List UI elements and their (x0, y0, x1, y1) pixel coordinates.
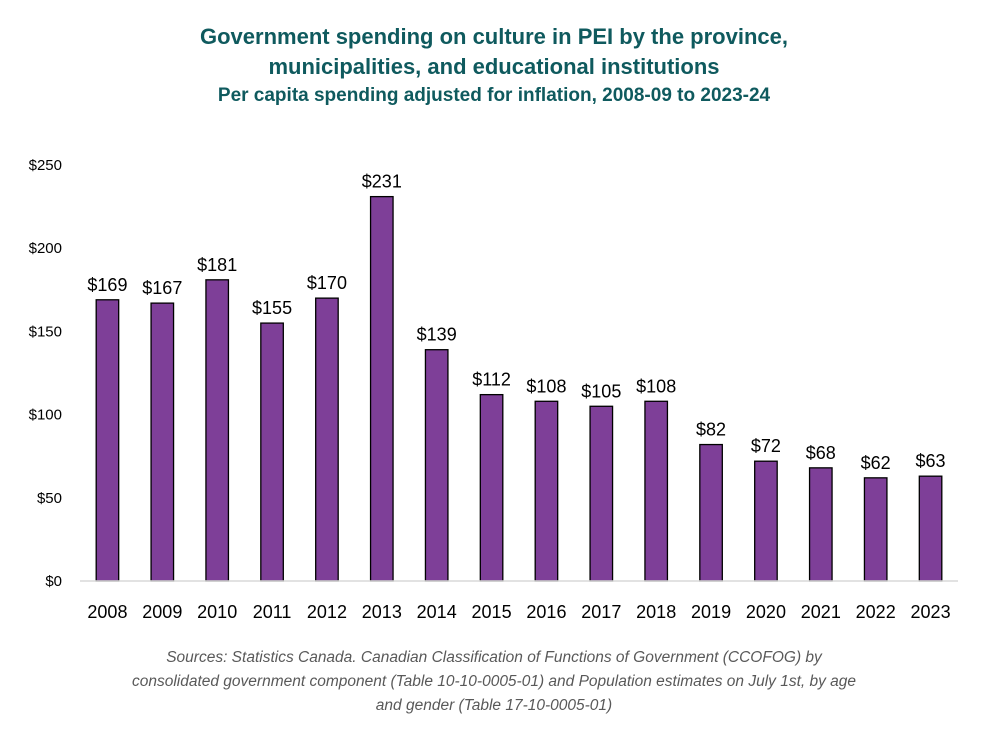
chart-title-line-1: Government spending on culture in PEI by… (200, 24, 788, 49)
data-label-2009: $167 (142, 278, 182, 298)
bar-2009 (150, 302, 175, 582)
data-label-2015: $112 (472, 370, 511, 390)
source-line-2: consolidated government component (Table… (131, 673, 857, 690)
bar-2008 (95, 299, 120, 582)
data-label-2023: $63 (916, 451, 946, 471)
chart-title-line-2: municipalities, and educational institut… (268, 54, 720, 79)
data-label-2016: $108 (526, 376, 566, 396)
data-label-2019: $82 (696, 420, 726, 440)
x-axis: 2008 2009 2010 2011 2012 2013 2014 2015 2016 2017… (80, 580, 958, 622)
bar-2023 (918, 475, 943, 582)
x-tick-label-2015: 2015 (472, 602, 512, 622)
x-tick-label-2019: 2019 (691, 602, 731, 622)
x-tick-label-2009: 2009 (142, 602, 182, 622)
x-tick-label-2014: 2014 (417, 602, 457, 622)
data-label-2013: $231 (362, 172, 402, 192)
bar-2022 (863, 477, 888, 582)
data-label-2018: $108 (636, 376, 676, 396)
data-label-2010: $181 (197, 255, 237, 275)
source-line-1: Sources: Statistics Canada. Canadian Cla… (166, 649, 822, 666)
data-label-2020: $72 (751, 436, 781, 456)
x-tick-label-2013: 2013 (362, 602, 402, 622)
bar-2020 (754, 460, 778, 582)
data-label-2014: $139 (417, 325, 457, 345)
data-label-2008: $169 (87, 275, 127, 295)
source-note: Sources: Statistics Canada. Canadian Cla… (40, 646, 948, 718)
bar-2011 (260, 322, 284, 582)
bar-2010 (205, 279, 230, 582)
chart-title-block: Government spending on culture in PEI by… (0, 22, 988, 110)
bar-chart: $0$50$100$150$200$250 $169 $167$181$155$1… (29, 157, 958, 622)
chart-subtitle: Per capita spending adjusted for inflati… (217, 85, 771, 106)
data-label-2022: $62 (861, 453, 891, 473)
bar-2019 (699, 443, 723, 582)
x-tick-label-2023: 2023 (911, 602, 951, 622)
data-label-2012: $170 (307, 273, 347, 293)
y-tick-label: $0 (45, 573, 62, 590)
data-label-2017: $105 (581, 381, 621, 401)
x-tick-label-2022: 2022 (856, 602, 896, 622)
data-label-2021: $68 (806, 443, 836, 463)
x-tick-label-2016: 2016 (526, 602, 566, 622)
x-tick-label-2010: 2010 (197, 602, 237, 622)
x-tick-label-2021: 2021 (801, 602, 841, 622)
x-tick-label-2012: 2012 (307, 602, 347, 622)
y-tick-label: $150 (29, 323, 62, 340)
bar-2015 (479, 393, 504, 582)
x-tick-label-2018: 2018 (636, 602, 676, 622)
bar-2012 (315, 297, 339, 582)
bar-2021 (808, 467, 833, 582)
bar-2018 (644, 400, 669, 582)
y-tick-label: $200 (29, 240, 62, 257)
data-labels: $169 $167 $181 $155 $170 $231 $139 $112 $108 $105… (87, 172, 945, 473)
x-tick-label-2017: 2017 (581, 602, 621, 622)
bar-series (95, 195, 943, 582)
x-tick-label-2011: 2011 (253, 602, 292, 622)
x-tick-label-2008: 2008 (87, 602, 127, 622)
x-tick-label-2020: 2020 (746, 602, 786, 622)
y-tick-label: $50 (37, 490, 62, 507)
source-line-3: and gender (Table 17-10-0005-01) (375, 697, 613, 714)
y-tick-label: $250 (29, 157, 62, 174)
bar-2013 (369, 195, 394, 582)
bar-2016 (534, 400, 559, 582)
bar-2014 (424, 349, 449, 582)
data-label-2011: $155 (252, 298, 292, 318)
y-tick-label: $100 (29, 407, 62, 424)
bar-2017 (589, 405, 614, 582)
y-axis: $0 $50 $100 $150 $200 $250 (29, 157, 62, 590)
